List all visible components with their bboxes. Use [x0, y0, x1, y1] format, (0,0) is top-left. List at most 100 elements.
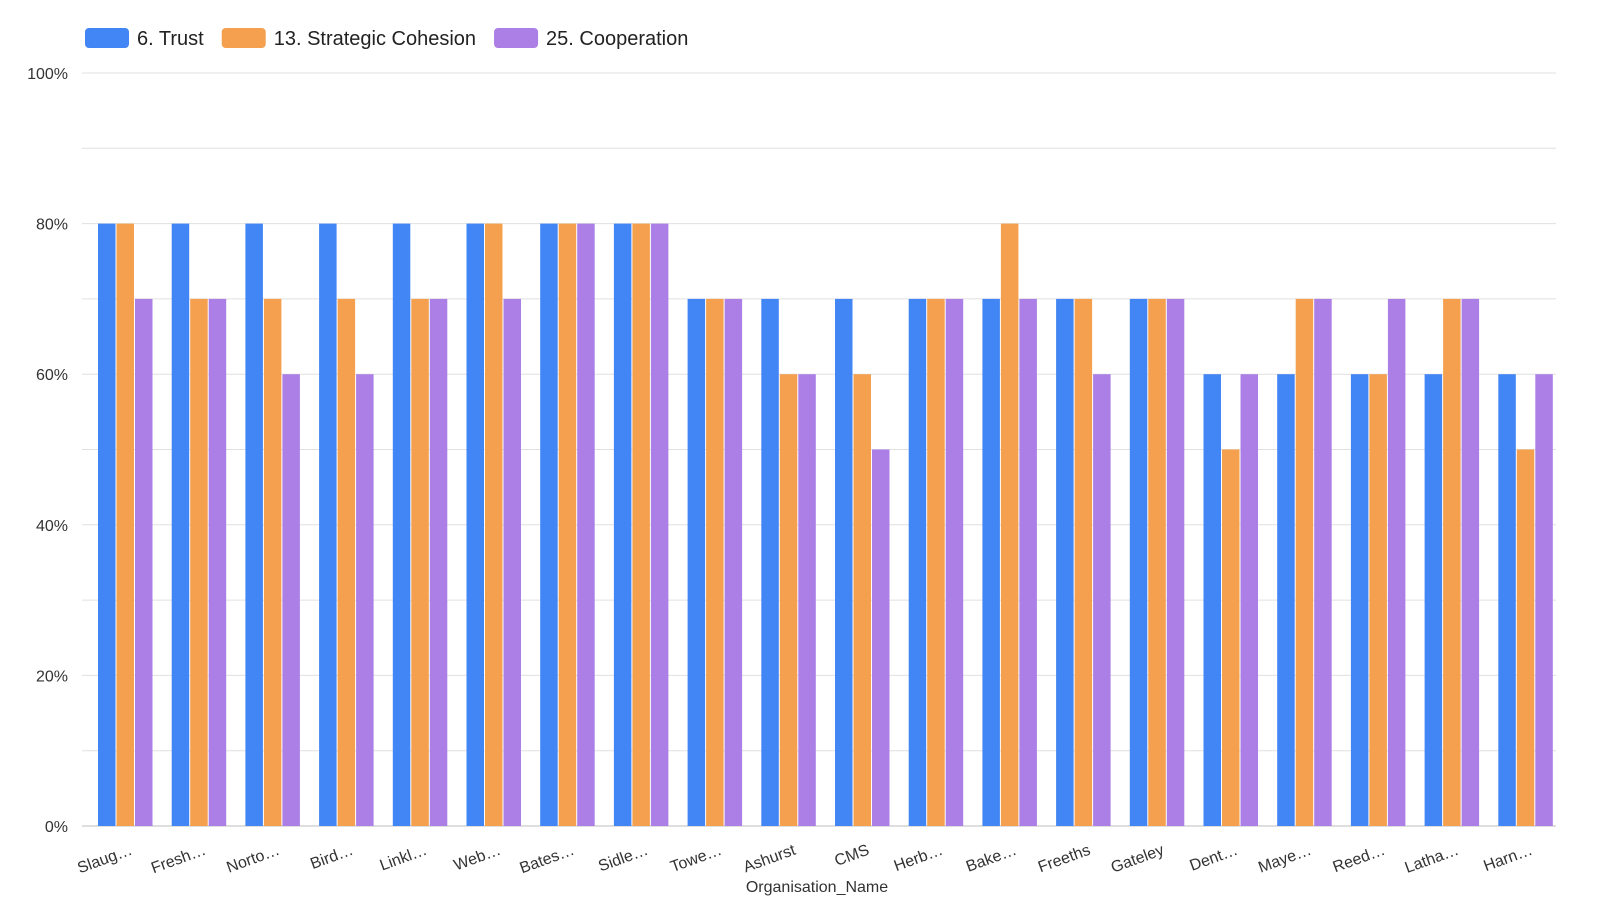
bar [1148, 298, 1166, 826]
x-tick-label: Norto… [224, 842, 282, 877]
bar [1498, 374, 1516, 826]
x-tick-label: Harn… [1481, 842, 1534, 875]
x-axis-ticks: Slaug… Fresh… Norto… Bird… Linkl… Web… Bates… S… [75, 842, 1535, 878]
x-tick-label: Fresh… [149, 842, 208, 877]
bar [632, 223, 650, 827]
bar [337, 298, 356, 826]
y-tick-label: 20% [36, 668, 68, 685]
x-tick-label: Bake… [964, 842, 1019, 876]
bar [503, 298, 521, 826]
x-tick-label: Gateley [1109, 842, 1167, 877]
legend-label: 25. Cooperation [546, 28, 688, 50]
bars [98, 223, 1553, 827]
bar [98, 223, 116, 827]
x-tick-label: Freeths [1036, 842, 1093, 877]
legend-label: 6. Trust [137, 28, 204, 50]
bar [650, 223, 669, 827]
bar [411, 298, 429, 826]
bar [1074, 298, 1093, 826]
x-axis-title: Organisation_Name [746, 879, 888, 896]
bar [263, 298, 282, 826]
bar [466, 223, 484, 827]
bar [116, 223, 134, 827]
bar [190, 298, 208, 826]
x-tick-label: Latha… [1403, 842, 1461, 877]
bar [1516, 449, 1535, 826]
bar [1093, 374, 1111, 826]
bar [927, 298, 945, 826]
bar [908, 298, 927, 826]
bar [1240, 374, 1258, 826]
y-tick-label: 80% [36, 217, 68, 234]
bar [1203, 374, 1221, 826]
y-tick-label: 60% [36, 367, 68, 384]
legend-label: 13. Strategic Cohesion [274, 28, 476, 50]
bar [208, 298, 227, 826]
x-tick-label: Reed… [1331, 842, 1388, 877]
bar [171, 223, 190, 827]
bar [724, 298, 743, 826]
x-tick-label: Maye… [1256, 842, 1314, 877]
legend-swatch [221, 28, 266, 48]
bar [835, 298, 853, 826]
bar [1443, 298, 1461, 826]
bar [1129, 298, 1148, 826]
bar [872, 449, 890, 826]
bar [1387, 298, 1406, 826]
x-tick-label: Bates… [518, 842, 577, 877]
y-tick-label: 40% [36, 518, 68, 535]
bar [853, 374, 871, 826]
gridlines [82, 72, 1556, 827]
bar [282, 374, 300, 826]
bar [687, 298, 706, 826]
bar [982, 298, 1000, 826]
x-tick-label: Slaug… [75, 842, 134, 877]
bar [798, 374, 816, 826]
bar [558, 223, 577, 827]
x-tick-label: Web… [452, 842, 503, 875]
bar [1222, 449, 1240, 826]
x-tick-label: Towe… [668, 842, 724, 876]
bar [1535, 374, 1553, 826]
bar [1295, 298, 1314, 826]
bar [485, 223, 503, 827]
x-tick-label: Sidle… [596, 842, 650, 876]
legend-swatch [494, 28, 539, 48]
bar [945, 298, 964, 826]
bar [356, 374, 374, 826]
y-axis-ticks: 0% 20% 40% 60% 80% 100% [27, 66, 68, 836]
bar [1314, 298, 1332, 826]
legend: 6. Trust 13. Strategic Cohesion 25. Cooper… [85, 28, 688, 50]
bar [1277, 374, 1295, 826]
bar [1461, 298, 1480, 826]
x-tick-label: Linkl… [378, 842, 430, 875]
x-tick-label: Dent… [1188, 842, 1241, 875]
bar [1000, 223, 1019, 827]
bar [1350, 374, 1369, 826]
bar [1166, 298, 1185, 826]
bar [1424, 374, 1443, 826]
bar [392, 223, 411, 827]
bar [245, 223, 263, 827]
y-tick-label: 0% [45, 819, 68, 836]
y-tick-label: 100% [27, 66, 68, 83]
bar [429, 298, 448, 826]
bar [1369, 374, 1387, 826]
bar [319, 223, 337, 827]
bar [135, 298, 153, 826]
bar [1019, 298, 1037, 826]
bar [779, 374, 798, 826]
x-tick-label: Herb… [892, 842, 945, 875]
bar [706, 298, 724, 826]
legend-swatch [85, 28, 129, 48]
bar [613, 223, 632, 827]
x-tick-label: Bird… [308, 842, 356, 873]
bar [1056, 298, 1074, 826]
x-tick-label: Ashurst [741, 842, 798, 877]
x-tick-label: CMS [832, 842, 871, 870]
bar [540, 223, 558, 827]
bar [577, 223, 595, 827]
bar [761, 298, 779, 826]
